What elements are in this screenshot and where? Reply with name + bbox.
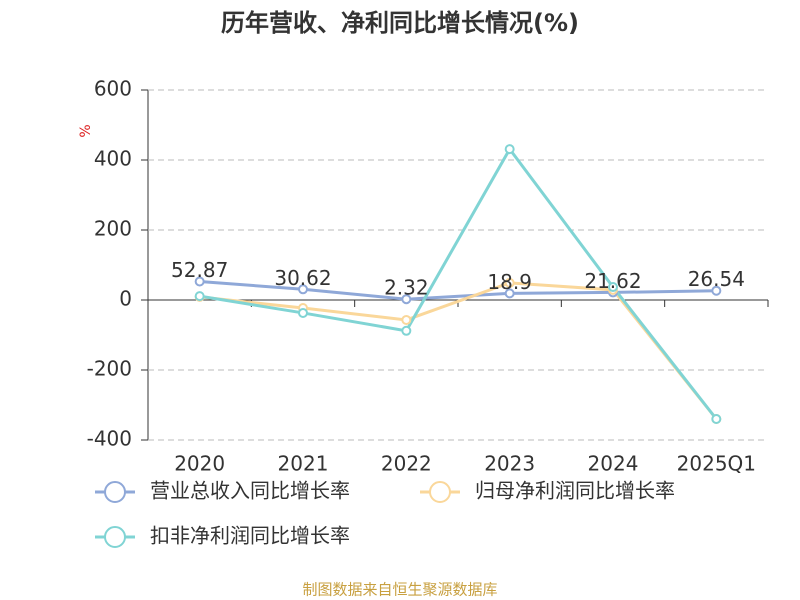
x-tick-label: 2023 xyxy=(484,452,535,476)
x-tick-label: 2024 xyxy=(588,452,639,476)
x-tick-label: 2020 xyxy=(174,452,225,476)
point xyxy=(194,276,205,287)
data-label: 52.87 xyxy=(171,258,228,282)
y-tick-label: -400 xyxy=(87,427,132,451)
x-tick-label: 2022 xyxy=(381,452,432,476)
data-label: 30.62 xyxy=(274,266,331,290)
point xyxy=(298,284,308,295)
y-tick-label: 0 xyxy=(119,287,132,311)
legend-marker xyxy=(429,481,451,503)
point xyxy=(401,294,412,305)
series-line xyxy=(199,146,718,420)
legend-label: 归母净利润同比增长率 xyxy=(475,479,675,503)
y-tick-label: 600 xyxy=(94,77,132,101)
chart-title: 历年营收、净利同比增长情况(%) xyxy=(221,9,579,37)
point xyxy=(401,314,412,325)
point xyxy=(298,307,308,318)
legend-marker xyxy=(104,481,126,503)
legend-label: 扣非净利润同比增长率 xyxy=(150,524,350,548)
data-label: 2.32 xyxy=(384,276,429,300)
point xyxy=(401,325,412,336)
source-note: 制图数据来自恒生聚源数据库 xyxy=(302,581,497,599)
data-label: 18.9 xyxy=(487,270,532,294)
series-line xyxy=(199,279,717,301)
point xyxy=(504,277,515,288)
y-tick-label: -200 xyxy=(87,357,132,381)
data-label: 21.62 xyxy=(584,269,641,293)
y-tick-label: 200 xyxy=(94,217,132,241)
data-label: 26.54 xyxy=(688,267,745,291)
point xyxy=(194,291,205,302)
x-tick-label: 2025Q1 xyxy=(677,452,756,476)
legend-marker xyxy=(104,526,126,548)
point xyxy=(504,288,515,299)
point xyxy=(504,144,515,155)
x-tick-label: 2021 xyxy=(278,452,329,476)
y-tick-label: 400 xyxy=(94,147,132,171)
point xyxy=(711,285,722,296)
y-axis-label: % xyxy=(78,124,94,137)
legend-label: 营业总收入同比增长率 xyxy=(150,479,350,503)
point xyxy=(608,282,618,293)
point xyxy=(711,414,722,424)
